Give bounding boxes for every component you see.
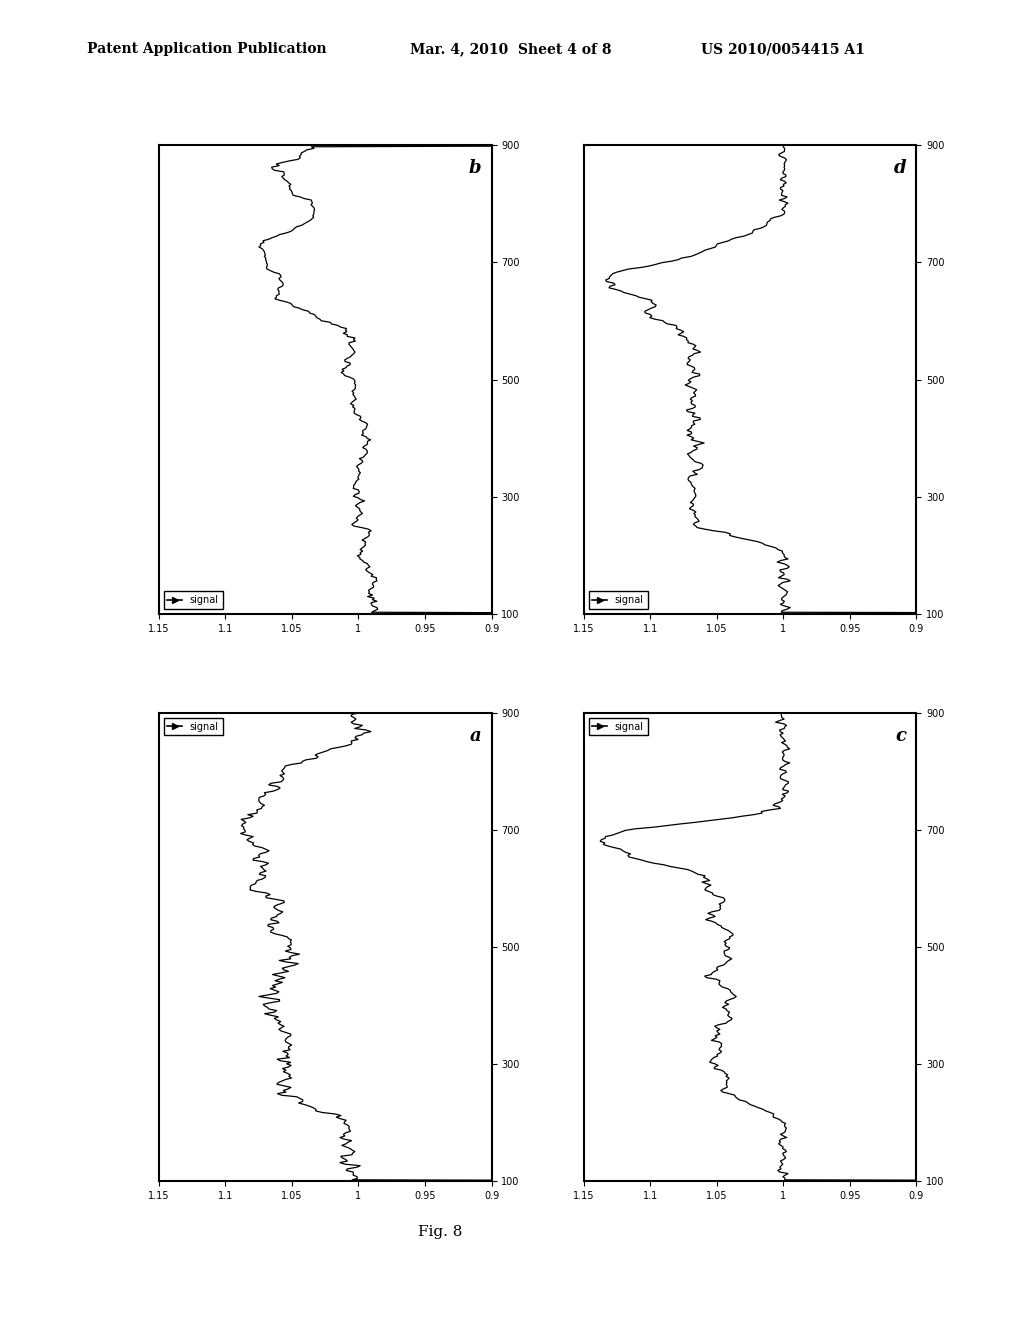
Text: a: a <box>470 727 481 744</box>
Text: b: b <box>469 160 481 177</box>
Text: Patent Application Publication: Patent Application Publication <box>87 42 327 57</box>
Text: Mar. 4, 2010  Sheet 4 of 8: Mar. 4, 2010 Sheet 4 of 8 <box>410 42 611 57</box>
Legend: signal: signal <box>164 591 222 609</box>
Legend: signal: signal <box>589 718 647 735</box>
Text: d: d <box>894 160 906 177</box>
Text: US 2010/0054415 A1: US 2010/0054415 A1 <box>701 42 865 57</box>
Text: c: c <box>896 727 906 744</box>
Legend: signal: signal <box>164 718 222 735</box>
Legend: signal: signal <box>589 591 647 609</box>
Text: Fig. 8: Fig. 8 <box>418 1225 463 1239</box>
